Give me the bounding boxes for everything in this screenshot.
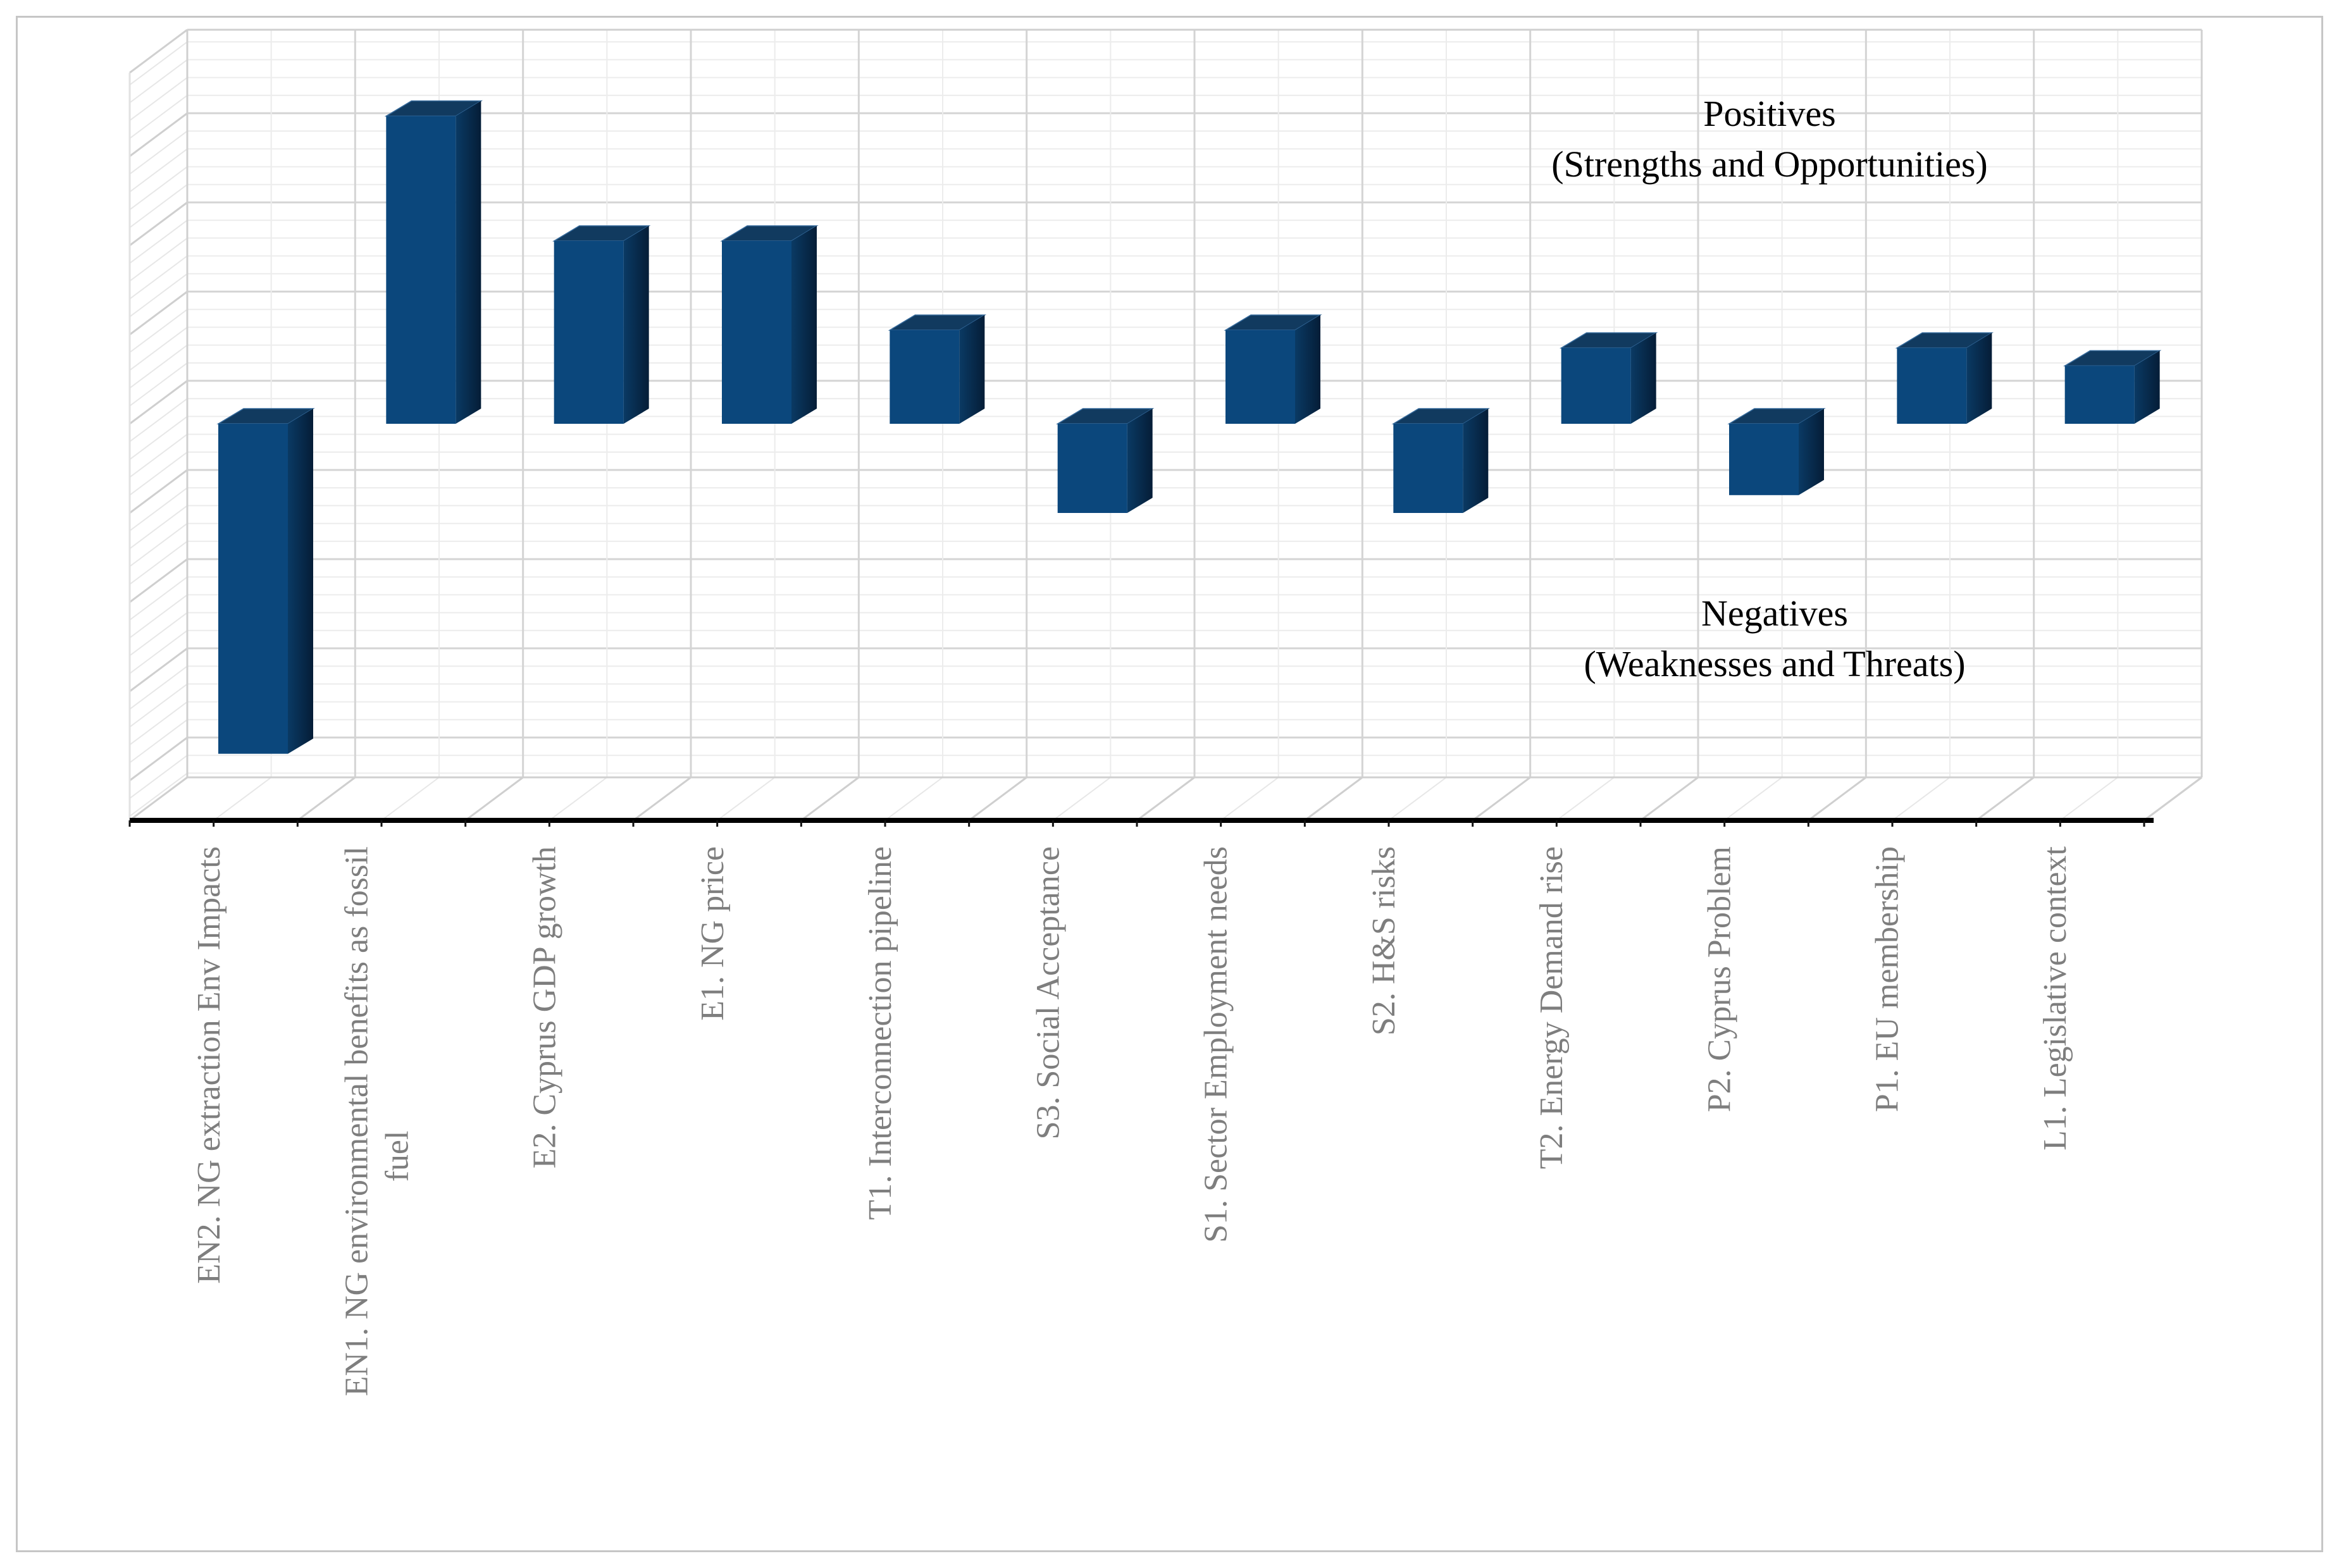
bar-en2 bbox=[216, 408, 315, 754]
negatives-annotation-line2: (Weaknesses and Threats) bbox=[1584, 643, 1966, 684]
category-label-t2: T2. Energy Demand rise bbox=[1534, 846, 1570, 1169]
category-label-p1: P1. EU membership bbox=[1870, 846, 1906, 1112]
positives-annotation-line1: Positives bbox=[1703, 93, 1836, 134]
plot-box-outline bbox=[128, 28, 2203, 822]
bar-t1 bbox=[888, 314, 987, 424]
category-label-en1: EN1. NG environmental benefits as fossil bbox=[338, 846, 375, 1396]
positives-annotation: Positives (Strengths and Opportunities) bbox=[1551, 89, 1987, 190]
category-label-t1: T1. Interconnection pipeline bbox=[862, 846, 898, 1220]
bars bbox=[216, 100, 2162, 754]
x-axis-ticks bbox=[128, 820, 2145, 827]
side-wall-hatch-lines bbox=[129, 41, 188, 817]
negatives-annotation-line1: Negatives bbox=[1701, 593, 1848, 634]
figure-border-frame bbox=[16, 16, 2323, 1552]
bar-t2 bbox=[1559, 332, 1658, 424]
floor-lines bbox=[129, 776, 2202, 822]
bar-e2 bbox=[552, 225, 651, 424]
bar-s3 bbox=[1055, 408, 1155, 513]
category-label-s2: S2. H&S risks bbox=[1366, 846, 1402, 1035]
bar-s2 bbox=[1391, 408, 1491, 513]
category-label-p2: P2. Cyprus Problem bbox=[1701, 846, 1737, 1112]
category-labels: EN2. NG extraction Env Impacts EN1. NG en… bbox=[191, 846, 2073, 1396]
positives-annotation-line2: (Strengths and Opportunities) bbox=[1551, 144, 1988, 185]
bar-l1 bbox=[2063, 350, 2162, 424]
bar-e1 bbox=[720, 225, 819, 424]
category-label-s1: S1. Sector Employment needs bbox=[1198, 846, 1234, 1243]
category-label-s3: S3. Social Acceptance bbox=[1030, 846, 1066, 1140]
bar-p1 bbox=[1895, 332, 1994, 424]
bar-s1 bbox=[1224, 314, 1322, 424]
bar-p2 bbox=[1727, 408, 1826, 495]
negatives-annotation: Negatives (Weaknesses and Threats) bbox=[1584, 588, 1965, 689]
category-label-en1-line2: fuel bbox=[379, 1131, 415, 1182]
category-label-l1: L1. Legislative context bbox=[2037, 846, 2073, 1150]
category-label-e1: E1. NG price bbox=[695, 846, 731, 1021]
category-label-en2: EN2. NG extraction Env Impacts bbox=[191, 846, 227, 1284]
bar-en1 bbox=[384, 100, 483, 424]
category-label-e2: E2. Cyprus GDP growth bbox=[527, 846, 563, 1168]
